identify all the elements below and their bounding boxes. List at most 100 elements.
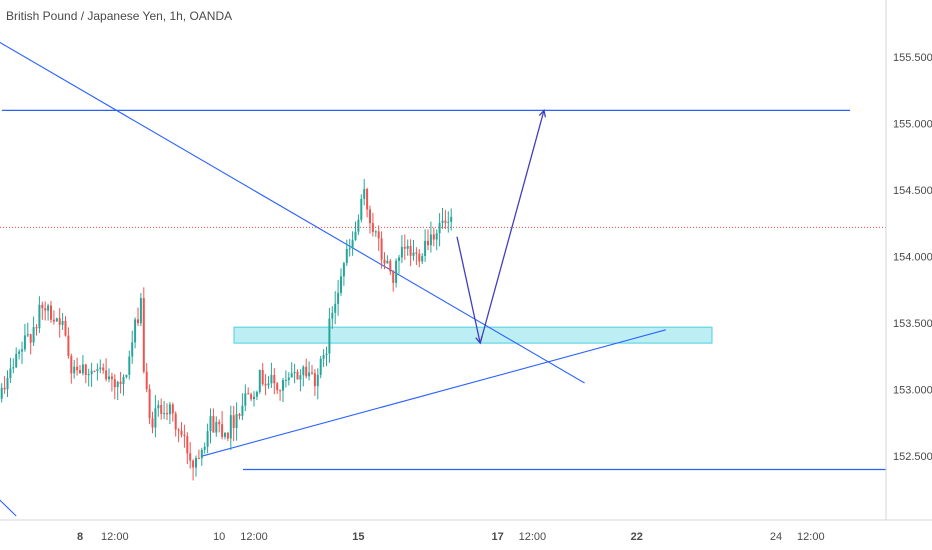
candle-body: [93, 370, 96, 372]
candle-body: [73, 366, 76, 374]
candle-body: [398, 257, 400, 261]
candle-body: [232, 415, 235, 428]
candle-body: [438, 222, 441, 234]
candle-body: [195, 458, 197, 468]
candle-body: [345, 249, 348, 264]
time-tick-label: 22: [631, 531, 643, 543]
candle-body: [200, 449, 203, 459]
candle-body: [55, 318, 58, 322]
descending-trendline[interactable]: [0, 0, 585, 384]
time-tick-label: 12:00: [797, 531, 825, 543]
candle-body: [23, 335, 26, 350]
forecast-arrow-segment[interactable]: [456, 236, 481, 344]
price-tick-label: 153.000: [893, 385, 932, 397]
candle-body: [192, 460, 195, 468]
forecast-arrow-segment[interactable]: [479, 110, 545, 344]
candle-body: [429, 234, 432, 246]
candle-body: [128, 356, 131, 375]
time-tick-label: 12:00: [240, 531, 268, 543]
candle-body: [226, 432, 229, 439]
candle-body: [244, 393, 247, 406]
candle-body: [299, 375, 302, 380]
candle-body: [250, 394, 253, 400]
candle-body: [395, 260, 398, 283]
candle-body: [258, 369, 261, 392]
candle-body: [90, 370, 93, 375]
candle-body: [313, 373, 316, 387]
candle-body: [6, 378, 9, 390]
candle-body: [432, 234, 435, 240]
candle-body: [369, 209, 371, 224]
candle-body: [255, 391, 258, 397]
candle-body: [357, 219, 360, 232]
candle-body: [325, 353, 328, 355]
candle-body: [180, 430, 183, 435]
candle-body: [44, 308, 47, 311]
candle-body: [26, 334, 29, 336]
candle-body: [267, 383, 270, 386]
candle-body: [15, 353, 18, 368]
candle-body: [383, 259, 386, 264]
candle-body: [270, 374, 273, 384]
ascending-trendline[interactable]: [201, 329, 666, 457]
time-tick-label: 24: [770, 531, 782, 543]
time-tick-label: 10: [213, 531, 225, 543]
candle-body: [444, 220, 447, 223]
candle-body: [9, 368, 12, 379]
candle-body: [151, 418, 154, 428]
candle-body: [340, 276, 342, 293]
candle-body: [212, 416, 215, 433]
candle-body: [61, 320, 64, 325]
candle-body: [32, 327, 35, 343]
candle-body: [96, 369, 99, 372]
candle-body: [125, 374, 128, 377]
candle-body: [392, 271, 395, 283]
time-tick-label: 12:00: [519, 531, 547, 543]
price-tick-label: 155.000: [893, 119, 932, 131]
candle-body: [261, 369, 264, 385]
candle-body: [290, 373, 293, 378]
candle-body: [224, 432, 226, 437]
candle-body: [206, 431, 209, 447]
candle-body: [331, 312, 334, 319]
candle-body: [154, 408, 157, 428]
candle-body: [197, 458, 200, 460]
candle-body: [415, 252, 418, 254]
candle-body: [50, 305, 52, 320]
candle-body: [183, 434, 186, 437]
candle-body: [287, 377, 290, 380]
candle-body: [354, 231, 357, 240]
forecast-arrowhead: [538, 109, 547, 118]
candle-body: [131, 342, 134, 357]
candle-body: [409, 245, 412, 256]
candle-body: [163, 413, 166, 415]
candle-body: [168, 404, 171, 415]
candle-body: [221, 424, 224, 437]
candle-body: [218, 421, 221, 425]
candle-body: [52, 319, 55, 322]
candle-body: [342, 263, 345, 277]
candle-body: [377, 231, 380, 239]
candle-body: [58, 318, 61, 325]
chart-title: British Pound / Japanese Yen, 1h, OANDA: [6, 9, 232, 23]
candle-body: [319, 358, 322, 375]
candle-body: [203, 446, 206, 450]
candle-body: [279, 390, 282, 392]
candle-body: [99, 367, 102, 370]
price-axis[interactable]: 155.500 155.000 154.500 154.000 153.500 153.0…: [893, 52, 932, 463]
candle-body: [166, 413, 168, 415]
candle-body: [139, 298, 142, 324]
candle-body: [241, 405, 244, 416]
candle-body: [116, 381, 119, 388]
candle-body: [380, 238, 383, 260]
candle-body: [427, 240, 429, 246]
candle-body: [435, 233, 438, 240]
support-zone-box[interactable]: [233, 326, 713, 344]
candle-body: [110, 376, 113, 380]
price-tick-label: 154.000: [893, 252, 932, 264]
candle-body: [247, 393, 250, 395]
candle-body: [276, 383, 279, 391]
forecast-layer: [456, 109, 547, 345]
